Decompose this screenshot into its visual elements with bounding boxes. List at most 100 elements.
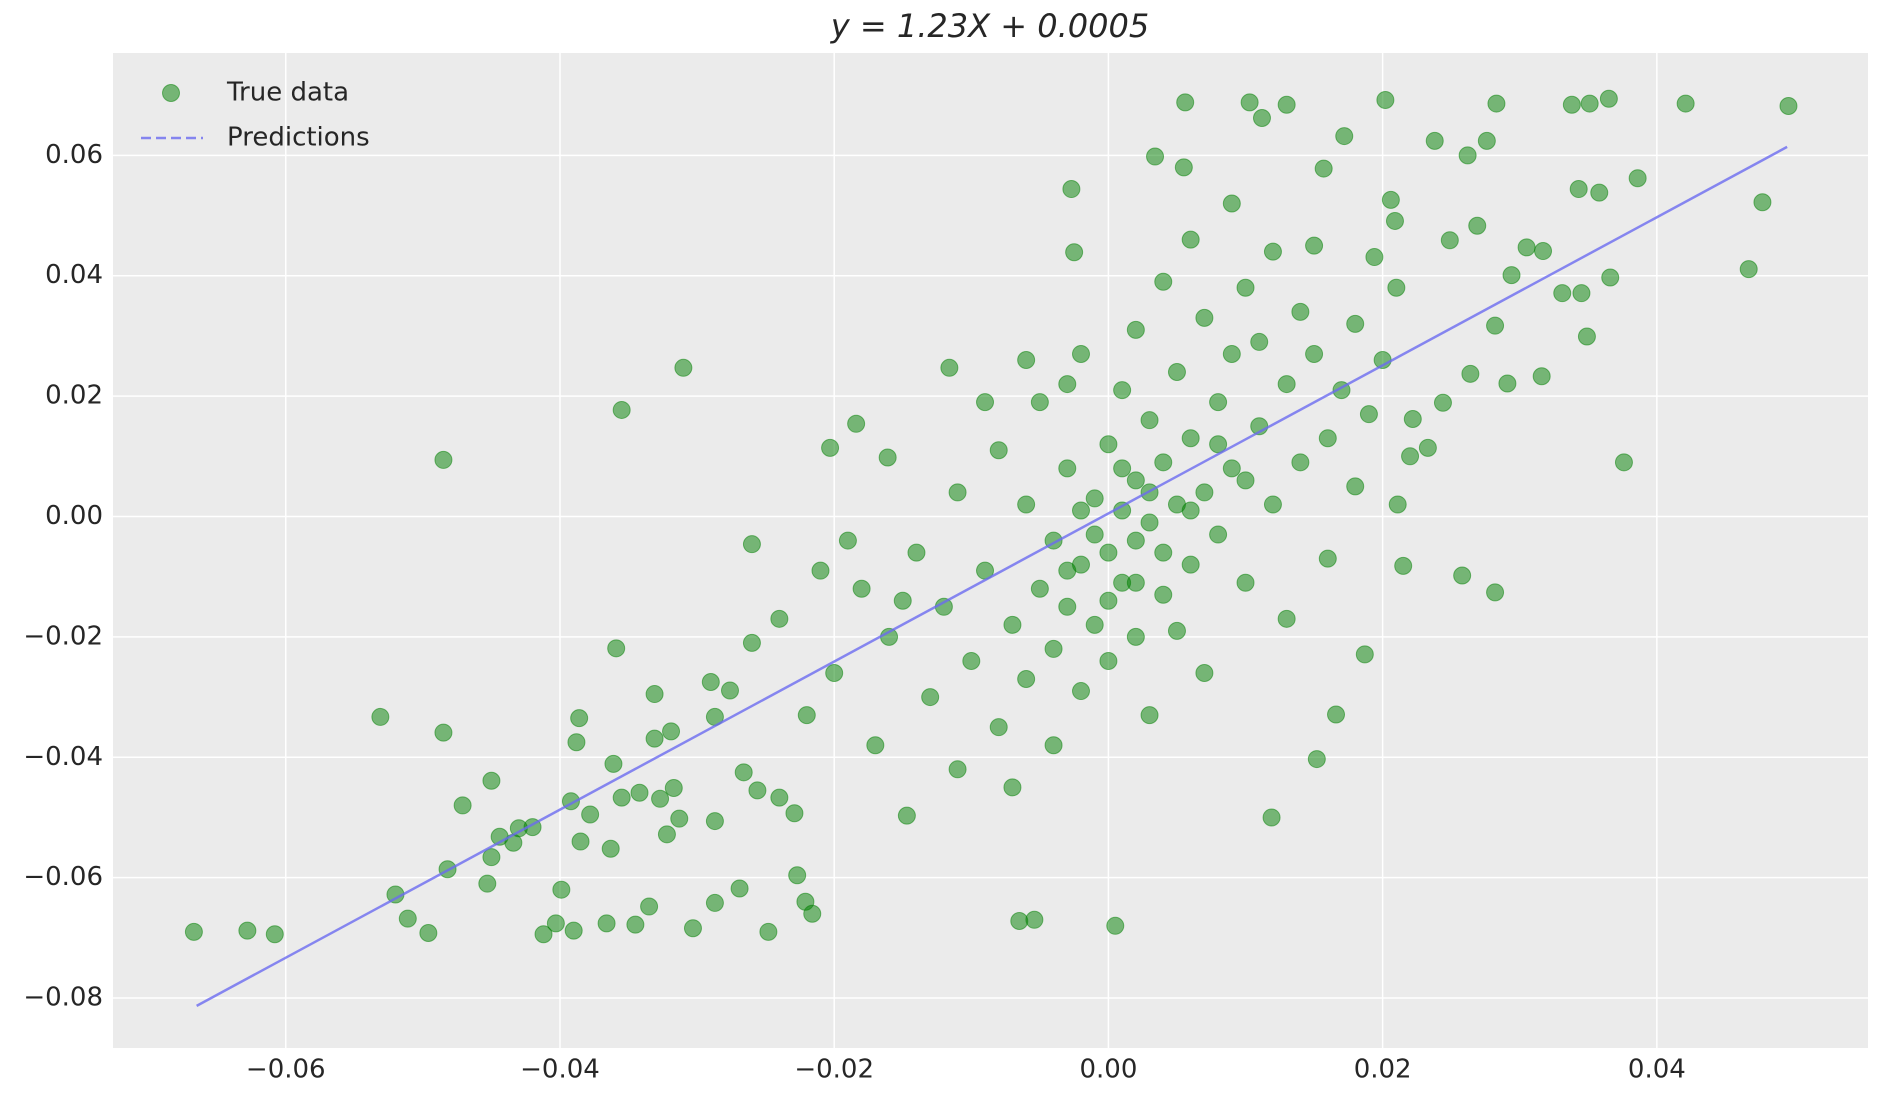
data-point xyxy=(1534,242,1553,261)
data-point xyxy=(630,783,649,802)
x-tick-label: −0.02 xyxy=(794,1055,874,1085)
data-point xyxy=(1181,555,1200,574)
data-point xyxy=(803,904,822,923)
data-point xyxy=(866,736,885,755)
data-point xyxy=(1335,127,1354,146)
data-point xyxy=(1263,495,1282,514)
data-point xyxy=(1140,706,1159,725)
data-point xyxy=(1044,639,1063,658)
y-tick-label: 0.04 xyxy=(45,260,103,290)
data-point xyxy=(897,806,916,825)
data-point xyxy=(1085,525,1104,544)
data-point xyxy=(921,688,940,707)
data-point xyxy=(1314,159,1333,178)
y-tick-label: 0.06 xyxy=(45,140,103,170)
data-point xyxy=(607,639,626,658)
data-point xyxy=(1590,183,1609,202)
data-point xyxy=(1318,549,1337,568)
data-point xyxy=(1569,180,1588,199)
data-point xyxy=(1387,278,1406,297)
data-point xyxy=(1146,147,1165,166)
x-tick-label: 0.02 xyxy=(1354,1055,1412,1085)
data-point xyxy=(1433,393,1452,412)
data-point xyxy=(1498,374,1517,393)
data-point xyxy=(1355,645,1374,664)
data-point xyxy=(1572,284,1591,303)
data-point xyxy=(1195,663,1214,682)
data-point xyxy=(434,723,453,742)
y-tick-label: −0.04 xyxy=(23,742,103,772)
data-point xyxy=(1017,670,1036,689)
data-point xyxy=(976,393,995,412)
data-point xyxy=(1071,344,1090,363)
data-point xyxy=(371,707,390,726)
data-point xyxy=(1154,272,1173,291)
data-point xyxy=(893,591,912,610)
data-point xyxy=(1222,194,1241,213)
data-point xyxy=(626,915,645,934)
data-point xyxy=(705,812,724,831)
data-point xyxy=(1140,513,1159,532)
data-point xyxy=(1532,367,1551,386)
data-point xyxy=(419,924,438,943)
data-point xyxy=(701,673,720,692)
data-point xyxy=(1181,230,1200,249)
chart-title: y = 1.23X + 0.0005 xyxy=(830,7,1149,45)
data-point xyxy=(552,880,571,899)
data-point xyxy=(1250,332,1269,351)
data-point xyxy=(645,685,664,704)
data-point xyxy=(564,921,583,940)
data-point xyxy=(1025,910,1044,929)
data-point xyxy=(1327,705,1346,724)
data-point xyxy=(1209,435,1228,454)
data-point xyxy=(434,450,453,469)
data-point xyxy=(1030,579,1049,598)
data-point xyxy=(1126,471,1145,490)
data-point xyxy=(1010,911,1029,930)
data-point xyxy=(1307,750,1326,769)
plot-area xyxy=(113,53,1868,1048)
data-point xyxy=(1099,543,1118,562)
data-point xyxy=(546,914,565,933)
data-point xyxy=(1236,471,1255,490)
data-point xyxy=(948,483,967,502)
data-point xyxy=(1058,597,1077,616)
data-point xyxy=(1502,266,1521,285)
data-point xyxy=(1277,609,1296,628)
data-point xyxy=(1181,429,1200,448)
x-tick-label: −0.04 xyxy=(520,1055,600,1085)
data-point xyxy=(1753,193,1772,212)
data-point xyxy=(1388,495,1407,514)
data-point xyxy=(651,789,670,808)
data-point xyxy=(1106,916,1125,935)
data-point xyxy=(730,879,749,898)
data-point xyxy=(1071,682,1090,701)
legend-label: Predictions xyxy=(227,123,370,153)
data-point xyxy=(1601,268,1620,287)
data-point xyxy=(1126,573,1145,592)
data-point xyxy=(1403,409,1422,428)
data-point xyxy=(1562,95,1581,114)
data-point xyxy=(878,448,897,467)
data-point xyxy=(570,709,589,728)
data-point xyxy=(662,722,681,741)
data-point xyxy=(1222,344,1241,363)
data-point xyxy=(1262,808,1281,827)
data-point xyxy=(1599,89,1618,108)
data-point xyxy=(1440,231,1459,250)
data-point xyxy=(1167,363,1186,382)
data-point xyxy=(1126,627,1145,646)
data-point xyxy=(1099,435,1118,454)
data-point xyxy=(1017,495,1036,514)
data-point xyxy=(720,681,739,700)
data-point xyxy=(852,579,871,598)
data-point xyxy=(1486,583,1505,602)
data-point xyxy=(1277,375,1296,394)
prediction-line xyxy=(196,145,1788,1007)
data-point xyxy=(1676,94,1695,113)
data-point xyxy=(907,543,926,562)
data-point xyxy=(1065,243,1084,262)
data-point xyxy=(734,763,753,782)
data-point xyxy=(1359,405,1378,424)
